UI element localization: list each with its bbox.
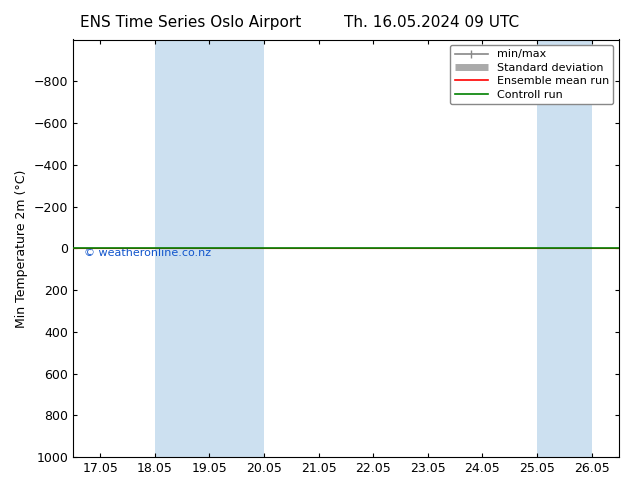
- Y-axis label: Min Temperature 2m (°C): Min Temperature 2m (°C): [15, 169, 28, 327]
- Text: ENS Time Series Oslo Airport: ENS Time Series Oslo Airport: [80, 15, 301, 30]
- Text: © weatheronline.co.nz: © weatheronline.co.nz: [84, 248, 211, 258]
- Text: Th. 16.05.2024 09 UTC: Th. 16.05.2024 09 UTC: [344, 15, 519, 30]
- Bar: [537, 40, 592, 457]
- Bar: [155, 40, 264, 457]
- Legend: min/max, Standard deviation, Ensemble mean run, Controll run: min/max, Standard deviation, Ensemble me…: [450, 45, 614, 104]
